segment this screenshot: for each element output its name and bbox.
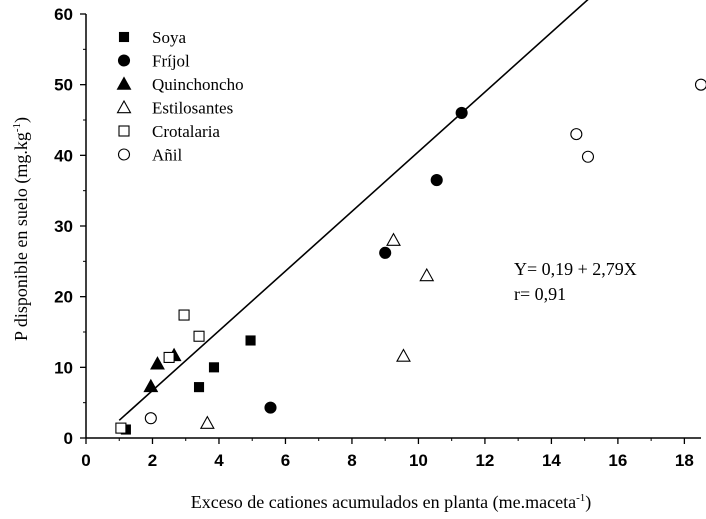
x-axis-ticks: 0 2 4 6 8 10 12 14 16 18 [81,438,694,470]
point-crotalaria [193,330,205,342]
point-frijol [379,246,392,259]
x-tick-label: 0 [81,451,90,470]
correlation-coefficient: r= 0,91 [514,284,566,304]
point-frijol [430,174,443,187]
point-crotalaria [163,351,175,363]
legend-label-soya: Soya [152,28,186,47]
x-axis-title: Exceso de cationes acumulados en planta … [191,492,592,513]
legend-marker-frijol [117,54,131,67]
regression-equation: Y= 0,19 + 2,79X [514,259,637,279]
x-tick-label: 2 [148,451,157,470]
point-estilosantes [396,348,411,362]
x-tick-label: 16 [608,451,627,470]
legend-marker-anil [117,148,131,161]
point-soya [208,362,220,373]
point-crotalaria [115,422,127,434]
point-estilosantes [386,232,401,246]
point-quinchoncho [143,378,159,393]
point-soya [245,335,256,346]
y-tick-label: 30 [54,217,73,236]
point-frijol [455,106,468,119]
y-tick-label: 60 [54,5,73,24]
point-estilosantes [419,267,435,282]
legend-label-frijol: Fríjol [152,52,190,71]
x-tick-label: 14 [542,451,561,470]
legend-marker-crotalaria [118,125,130,137]
y-axis-title: P disponible en suelo (mg.kg-1) [11,117,32,341]
point-estilosantes [199,415,215,429]
x-tick-label: 18 [675,451,694,470]
legend-marker-soya [118,31,130,43]
x-axis-title-superscript: -1 [576,492,585,504]
y-axis-ticks: 0 10 20 30 40 50 60 [54,5,86,448]
point-anil [581,150,595,163]
point-soya [193,382,205,393]
x-tick-label: 4 [214,451,224,470]
legend: Soya Fríjol Quinchoncho Estilosantes Crotala… [116,28,244,165]
legend-marker-quinchoncho [116,76,132,90]
data-points [115,78,706,435]
x-tick-label: 6 [281,451,290,470]
point-quinchoncho [150,356,165,370]
point-frijol [264,401,277,414]
y-tick-label: 50 [54,76,73,95]
point-crotalaria [178,309,190,321]
x-tick-label: 8 [347,451,356,470]
x-tick-label: 12 [475,451,494,470]
point-anil [694,78,706,91]
legend-label-estilosantes: Estilosantes [152,99,233,118]
legend-label-crotalaria: Crotalaria [152,122,220,141]
point-anil [570,128,583,141]
legend-label-quinchoncho: Quinchoncho [152,75,244,94]
point-anil [144,412,157,425]
y-tick-label: 40 [54,146,73,165]
legend-label-anil: Añil [152,146,183,165]
x-tick-label: 10 [409,451,428,470]
y-tick-label: 10 [54,358,73,377]
y-tick-label: 20 [54,288,73,307]
regression-line [118,0,589,421]
y-axis-title-superscript: -1 [11,123,23,132]
legend-marker-estilosantes [116,99,132,114]
y-tick-label: 0 [64,429,73,448]
